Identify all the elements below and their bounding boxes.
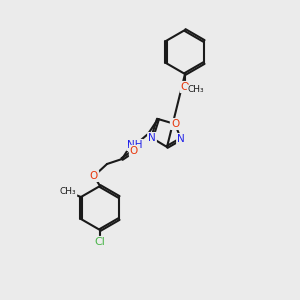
Text: Cl: Cl: [94, 237, 105, 247]
Text: CH₃: CH₃: [188, 85, 204, 94]
Text: O: O: [171, 119, 179, 129]
Text: N: N: [148, 133, 156, 143]
Text: NH: NH: [127, 140, 143, 150]
Text: O: O: [90, 171, 98, 181]
Text: CH₃: CH₃: [60, 188, 76, 196]
Text: O: O: [130, 146, 138, 156]
Text: N: N: [177, 134, 185, 144]
Text: O: O: [181, 82, 189, 92]
